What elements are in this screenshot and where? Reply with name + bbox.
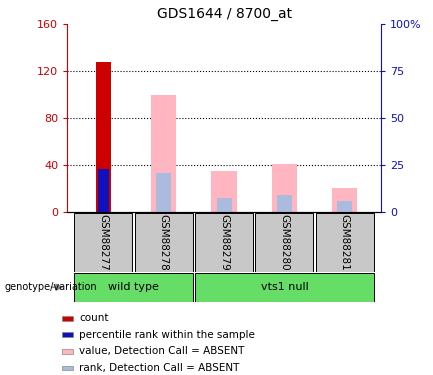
Text: GSM88281: GSM88281 bbox=[340, 214, 350, 271]
Text: value, Detection Call = ABSENT: value, Detection Call = ABSENT bbox=[79, 346, 245, 356]
Text: GSM88280: GSM88280 bbox=[279, 214, 289, 270]
Bar bbox=[98, 168, 109, 212]
Bar bbox=[96, 62, 111, 212]
Bar bbox=[272, 164, 297, 212]
Text: wild type: wild type bbox=[108, 282, 159, 292]
Bar bbox=[332, 188, 358, 212]
Text: rank, Detection Call = ABSENT: rank, Detection Call = ABSENT bbox=[79, 363, 240, 373]
Title: GDS1644 / 8700_at: GDS1644 / 8700_at bbox=[156, 7, 292, 21]
Bar bbox=[337, 201, 352, 212]
Bar bbox=[216, 198, 232, 212]
Bar bbox=[135, 213, 193, 272]
Text: vts1 null: vts1 null bbox=[261, 282, 308, 292]
Bar bbox=[61, 316, 73, 321]
Bar bbox=[195, 213, 253, 272]
Text: percentile rank within the sample: percentile rank within the sample bbox=[79, 330, 255, 340]
Bar bbox=[61, 366, 73, 370]
Bar bbox=[74, 273, 193, 302]
Bar bbox=[195, 273, 374, 302]
Bar bbox=[74, 213, 132, 272]
Bar bbox=[277, 195, 292, 212]
Bar bbox=[61, 349, 73, 354]
Bar bbox=[316, 213, 374, 272]
Bar bbox=[255, 213, 313, 272]
Bar bbox=[61, 332, 73, 337]
Bar bbox=[211, 171, 237, 212]
Text: GSM88279: GSM88279 bbox=[219, 214, 229, 271]
Text: GSM88277: GSM88277 bbox=[98, 214, 108, 271]
Text: count: count bbox=[79, 313, 109, 323]
Bar bbox=[156, 173, 171, 212]
Bar bbox=[151, 95, 176, 212]
Text: genotype/variation: genotype/variation bbox=[4, 282, 97, 292]
Text: GSM88278: GSM88278 bbox=[159, 214, 169, 271]
